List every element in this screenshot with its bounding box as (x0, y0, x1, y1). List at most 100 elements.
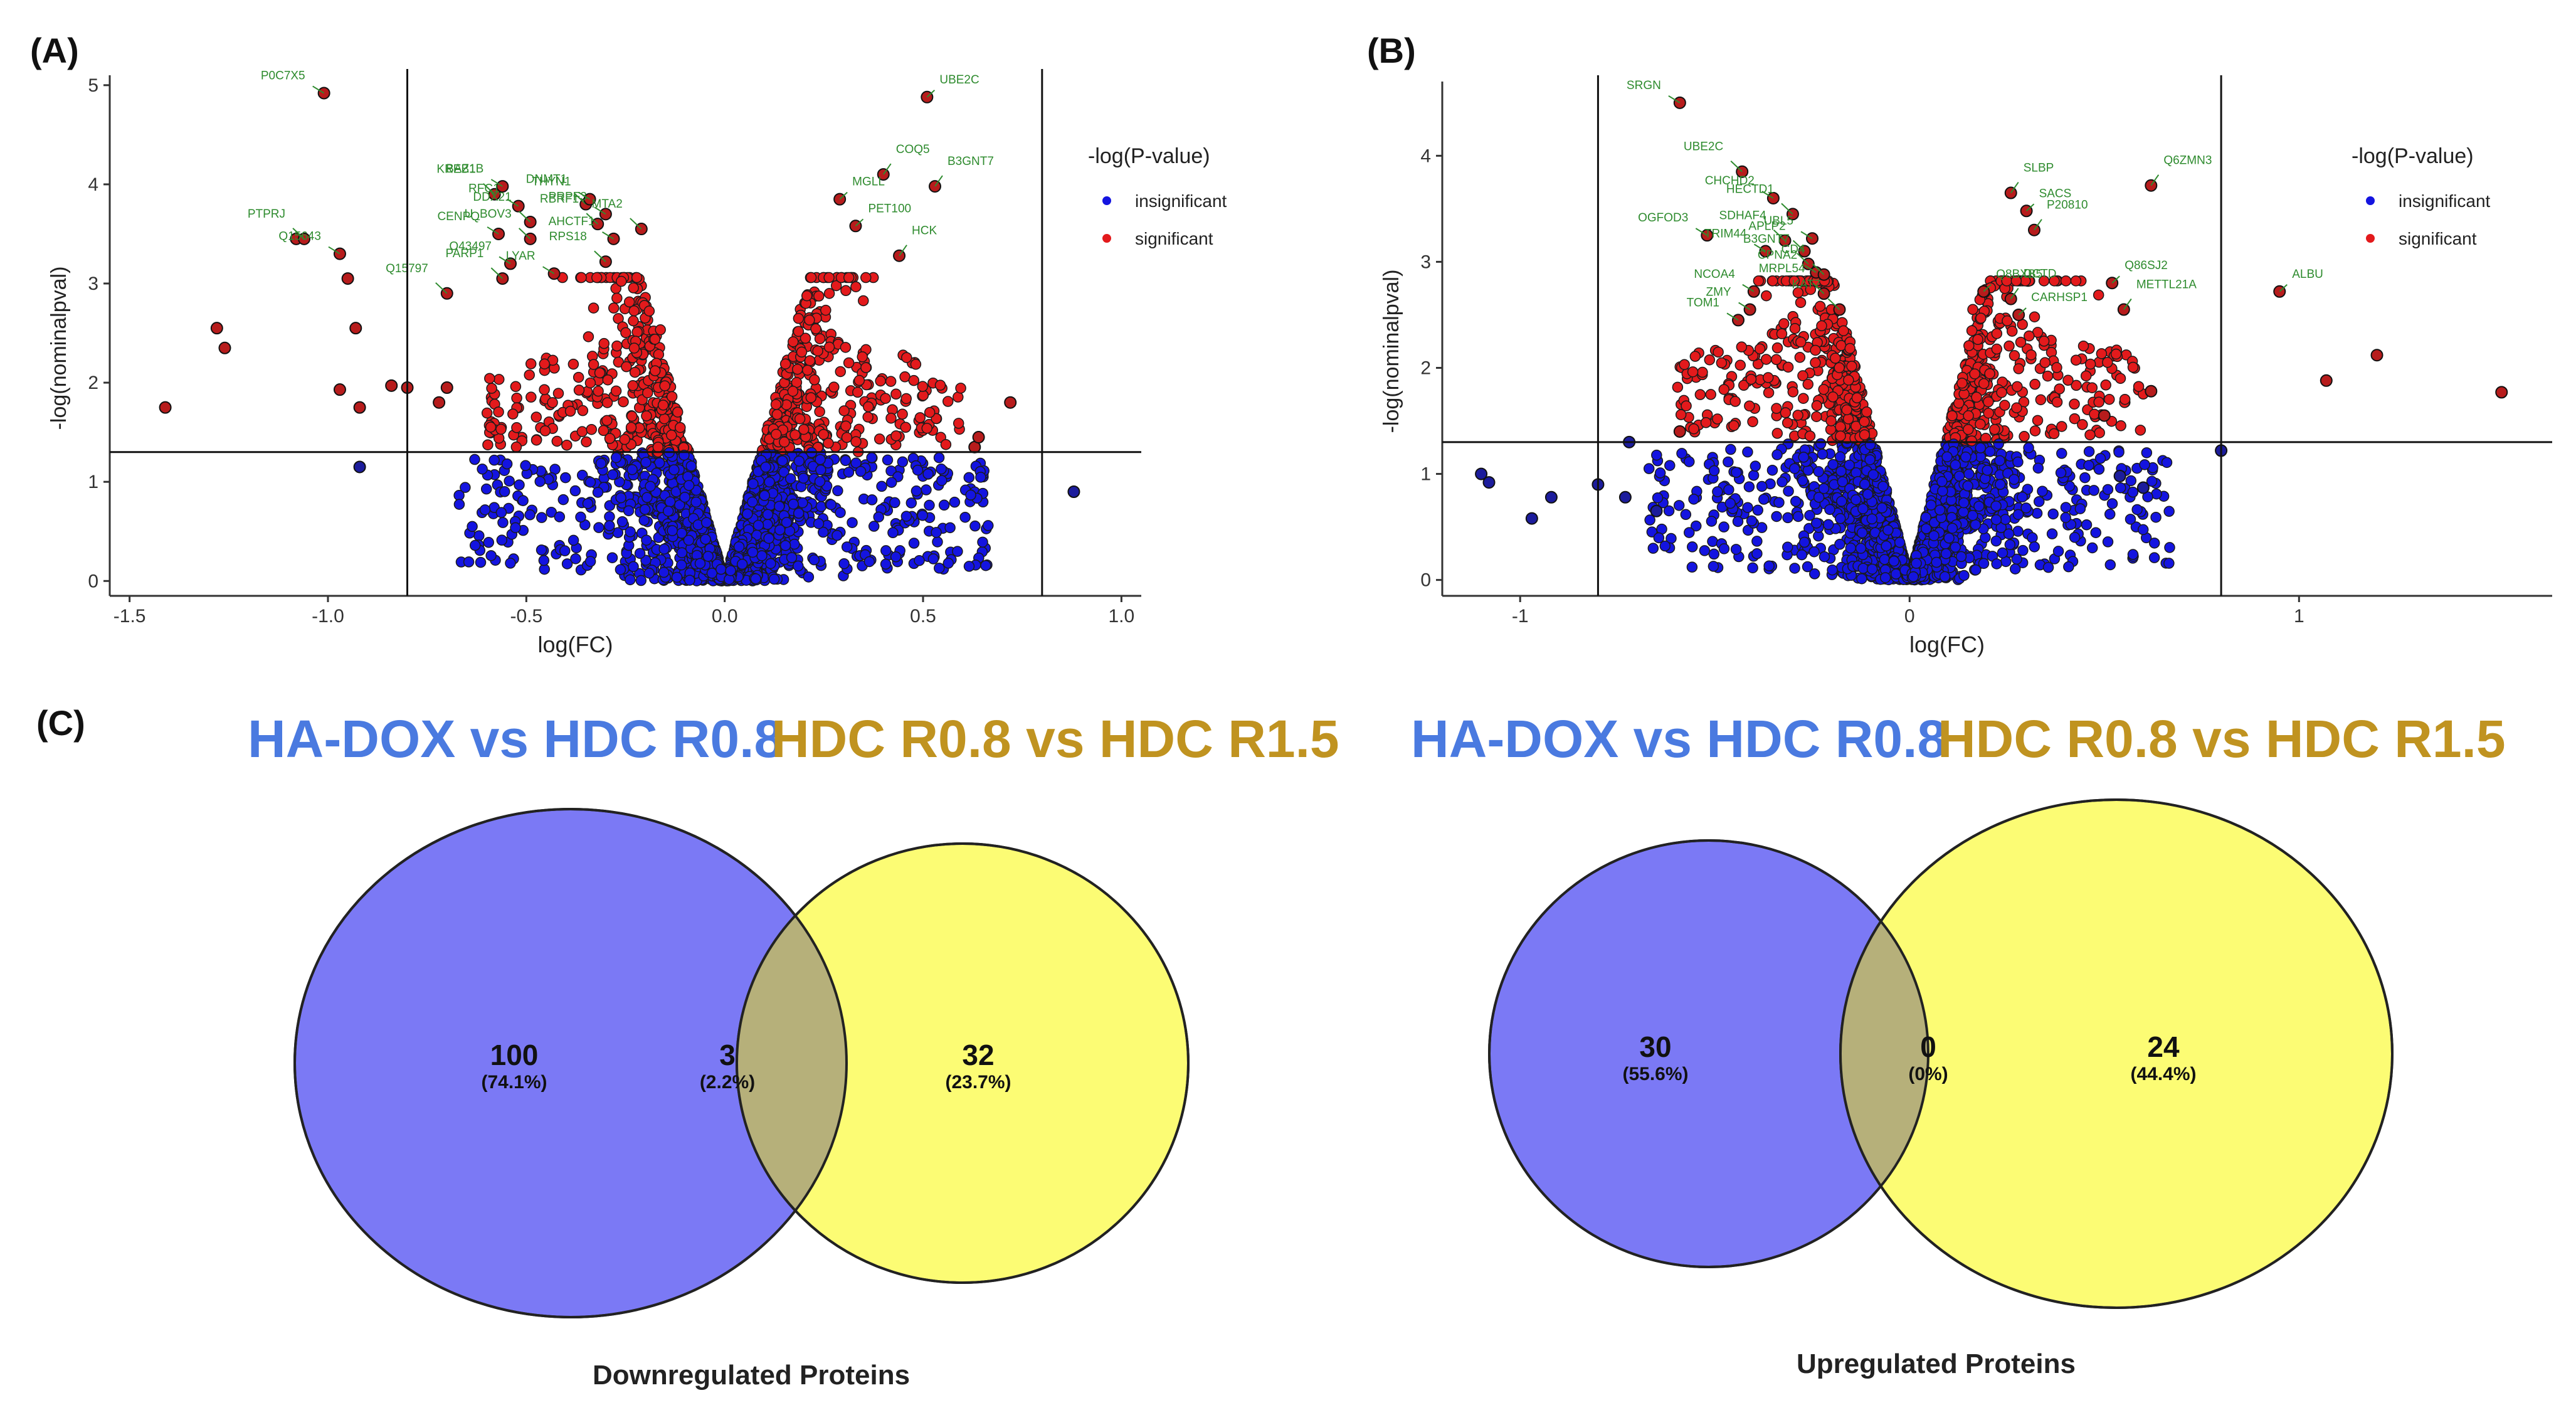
point-label: THYN1 (532, 176, 571, 189)
insignificant-point (640, 554, 652, 566)
insignificant-point (639, 504, 651, 515)
significant-point (539, 425, 551, 437)
insignificant-point (1973, 501, 1985, 512)
significant-point (843, 272, 855, 284)
significant-point (804, 314, 815, 326)
insignificant-point (664, 496, 676, 507)
significant-point (567, 358, 579, 370)
panel-label-a: (A) (30, 31, 79, 70)
significant-point (642, 387, 653, 399)
significant-point (433, 396, 446, 409)
significant-point (1753, 275, 1765, 287)
label-leader-line (507, 198, 519, 207)
insignificant-point (567, 534, 579, 546)
point-label: Q15643 (278, 230, 321, 243)
significant-point (770, 399, 782, 410)
insignificant-point (667, 525, 678, 536)
point-label: PTPRJ (248, 208, 285, 221)
significant-point (779, 437, 790, 448)
y-tick-label: 3 (1420, 252, 1431, 272)
insignificant-point (936, 464, 947, 475)
significant-point (641, 410, 652, 421)
volcano-plot-a: -1.5 -1.0 -0.5 0.0 0.5 1.0012345log(FC)-log(n… (50, 69, 1227, 657)
significant-point (942, 396, 954, 407)
y-tick-label: 1 (1420, 464, 1431, 485)
insignificant-point (927, 553, 939, 564)
label-leader-line (483, 183, 495, 195)
significant-point (620, 327, 631, 339)
insignificant-point (715, 563, 727, 575)
insignificant-point (1963, 468, 1975, 480)
insignificant-point (887, 527, 899, 539)
insignificant-point (702, 551, 714, 562)
insignificant-point (623, 505, 635, 517)
label-leader-line (435, 282, 448, 294)
insignificant-point (897, 456, 909, 468)
insignificant-point (638, 514, 650, 526)
insignificant-point (485, 550, 497, 561)
point-label: AHCTF1 (549, 215, 595, 228)
insignificant-point (733, 541, 745, 553)
significant-point (880, 393, 891, 404)
insignificant-point (546, 506, 557, 518)
insignificant-point (353, 460, 366, 474)
insignificant-point (488, 454, 500, 466)
significant-point (618, 396, 629, 408)
significant-point (210, 322, 223, 335)
significant-point (812, 345, 823, 357)
significant-point (801, 364, 813, 376)
significant-point (576, 426, 588, 437)
insignificant-point (855, 465, 867, 477)
point-label: PARP1 (445, 247, 483, 260)
significant-point (576, 272, 587, 284)
significant-point (794, 413, 806, 425)
insignificant-point (922, 468, 934, 480)
significant-point (627, 380, 638, 391)
insignificant-point (785, 473, 796, 484)
significant-point (672, 406, 684, 418)
insignificant-point (635, 575, 647, 586)
insignificant-point (674, 499, 685, 511)
significant-point (657, 400, 669, 411)
insignificant-point (813, 518, 825, 529)
insignificant-point (1967, 510, 1978, 521)
label-leader-line (542, 266, 555, 275)
insignificant-point (634, 548, 646, 559)
insignificant-point (765, 558, 776, 570)
insignificant-point (700, 533, 711, 545)
insignificant-point (750, 573, 761, 585)
insignificant-point (662, 506, 674, 517)
significant-point (809, 374, 820, 386)
insignificant-point (536, 544, 547, 556)
significant-point (2060, 275, 2072, 287)
significant-point (573, 371, 584, 383)
significant-point (625, 421, 637, 433)
significant-point (531, 411, 542, 423)
insignificant-point (1993, 438, 2004, 450)
x-tick-label: -1.5 (113, 606, 146, 627)
insignificant-point (803, 571, 815, 583)
label-leader-line (882, 163, 892, 175)
insignificant-point (1958, 506, 1969, 518)
insignificant-point (759, 490, 771, 501)
insignificant-point (905, 497, 917, 509)
significant-point (495, 423, 507, 435)
insignificant-point (606, 552, 618, 563)
insignificant-point (554, 511, 566, 522)
insignificant-point (868, 521, 880, 532)
point-label: BAZ1B (446, 162, 483, 176)
significant-point (666, 391, 678, 403)
significant-point (840, 342, 852, 353)
significant-point (796, 346, 808, 358)
insignificant-point (1856, 573, 1867, 585)
legend-swatch (1102, 234, 1111, 243)
significant-point (820, 304, 831, 316)
significant-point (486, 383, 497, 394)
insignificant-point (880, 558, 892, 570)
insignificant-point (483, 537, 494, 548)
insignificant-point (774, 501, 785, 512)
insignificant-point (1991, 558, 2002, 570)
insignificant-point (900, 511, 912, 522)
x-tick-label: 0.5 (910, 606, 936, 627)
label-leader-line (594, 206, 606, 215)
